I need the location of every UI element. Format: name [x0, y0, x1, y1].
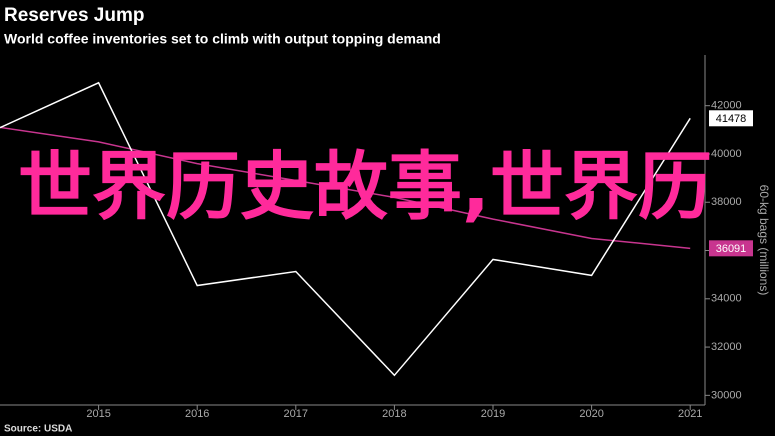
x-tick-label: 2020 [579, 408, 603, 420]
value-label: 41478 [716, 113, 747, 125]
chart-title: Reserves Jump [4, 5, 144, 26]
chart-subtitle: World coffee inventories set to climb wi… [4, 31, 441, 47]
x-tick-label: 2015 [86, 408, 110, 420]
y-tick-label: 40000 [711, 148, 742, 160]
line [0, 81, 691, 377]
value-label-box [709, 110, 753, 127]
y-tick-label: 42000 [711, 100, 742, 112]
x-tick-label: 2016 [185, 408, 209, 420]
overlay-text: 世界历史故事,世界历 [17, 144, 713, 230]
y-tick-label: 38000 [711, 196, 742, 208]
value-label-box [709, 240, 753, 257]
x-tick-label: 2019 [481, 408, 505, 420]
source: Source: USDA [4, 424, 72, 435]
x-tick-label: 2017 [284, 408, 308, 420]
y-axis-label: 60-kg bags (millions) [757, 185, 771, 296]
line [0, 126, 691, 250]
y-tick-label: 34000 [711, 293, 742, 305]
value-label: 36091 [716, 243, 747, 255]
x-tick-label: 2021 [678, 408, 702, 420]
x-tick-label: 2018 [382, 408, 406, 420]
y-tick-label: 32000 [711, 341, 742, 353]
y-tick-label: 30000 [711, 389, 742, 401]
